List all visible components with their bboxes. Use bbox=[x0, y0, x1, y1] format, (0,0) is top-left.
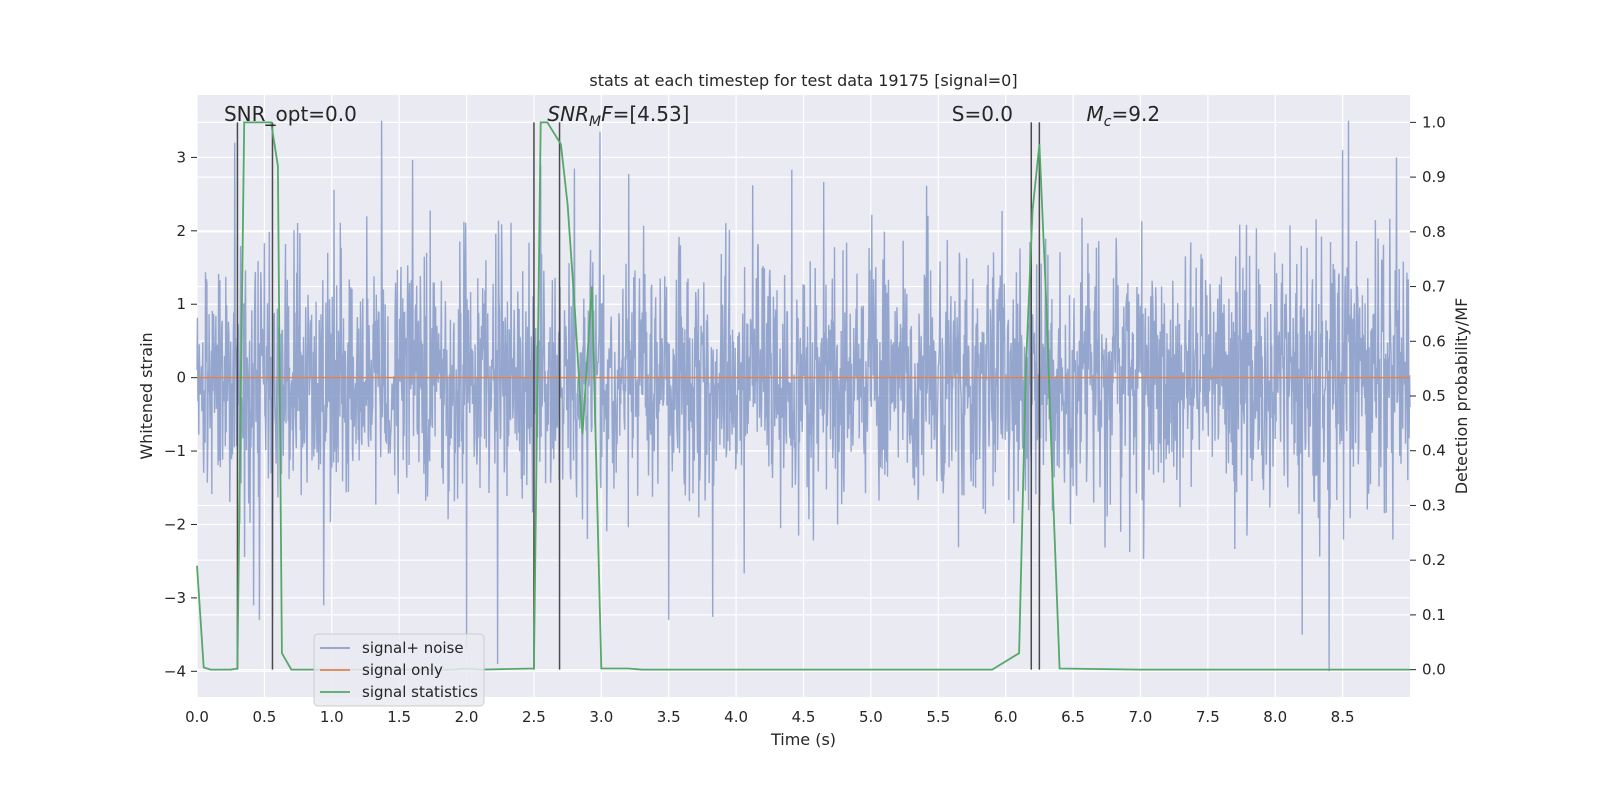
y2-tick-label: 0.9 bbox=[1422, 168, 1446, 186]
y-tick-label: −4 bbox=[164, 662, 186, 680]
x-tick-label: 8.5 bbox=[1331, 708, 1355, 726]
x-tick-label: 1.0 bbox=[320, 708, 344, 726]
legend: signal+ noise signal only signal statistic… bbox=[313, 633, 485, 707]
annotations: SNR_opt=0.0 SNRMF=[4.53] S=0.0 Mc=9.2 bbox=[224, 102, 1160, 130]
y-axis-label: Whitened strain bbox=[137, 332, 156, 459]
y2-tick-label: 0.7 bbox=[1422, 278, 1446, 296]
x-tick-label: 0.0 bbox=[185, 708, 209, 726]
y-tick-label: 2 bbox=[176, 222, 186, 240]
y2-tick-label: 0.3 bbox=[1422, 496, 1446, 514]
x-tick-label: 3.5 bbox=[657, 708, 681, 726]
x-tick-label: 1.5 bbox=[387, 708, 411, 726]
y-tick-label: −2 bbox=[164, 515, 186, 533]
signal-noise-series bbox=[196, 120, 1411, 672]
x-tick-label: 2.5 bbox=[522, 708, 546, 726]
x-tick-label: 6.5 bbox=[1061, 708, 1085, 726]
y-axis-ticks: −4 −3 −2 −1 0 1 2 3 bbox=[164, 148, 197, 680]
x-tick-label: 2.0 bbox=[455, 708, 479, 726]
signal-statistics-line bbox=[196, 121, 1410, 671]
y2-axis-ticks: 0.0 0.1 0.2 0.3 0.4 0.5 0.6 0.7 0.8 0.9 1.0 bbox=[1410, 113, 1446, 679]
y2-tick-label: 0.6 bbox=[1422, 332, 1446, 350]
y2-tick-label: 0.1 bbox=[1422, 606, 1446, 624]
y2-tick-label: 0.2 bbox=[1422, 551, 1446, 569]
annotation-text: S=0.0 bbox=[952, 102, 1013, 126]
x-tick-label: 5.5 bbox=[926, 708, 950, 726]
y-tick-label: 1 bbox=[176, 295, 186, 313]
x-axis-label: Time (s) bbox=[770, 730, 836, 749]
annotation-text: Mc=9.2 bbox=[1087, 102, 1161, 130]
legend-box bbox=[313, 633, 485, 707]
legend-label: signal+ noise bbox=[362, 639, 464, 657]
y2-tick-label: 1.0 bbox=[1422, 113, 1446, 131]
y-tick-label: 0 bbox=[176, 369, 186, 387]
x-tick-label: 8.0 bbox=[1263, 708, 1287, 726]
x-tick-label: 4.0 bbox=[724, 708, 748, 726]
grid-lines bbox=[196, 95, 1410, 697]
x-tick-label: 3.0 bbox=[589, 708, 613, 726]
signal-statistics-series bbox=[196, 121, 1410, 671]
y-tick-label: −1 bbox=[164, 442, 186, 460]
x-tick-label: 7.5 bbox=[1196, 708, 1220, 726]
y2-tick-label: 0.0 bbox=[1422, 661, 1446, 679]
x-axis-ticks: 0.0 0.5 1.0 1.5 2.0 2.5 3.0 3.5 4.0 4.5 5.0 5.5 6.0 6… bbox=[185, 708, 1354, 726]
x-tick-label: 7.0 bbox=[1129, 708, 1153, 726]
x-tick-label: 6.0 bbox=[994, 708, 1018, 726]
x-tick-label: 4.5 bbox=[792, 708, 816, 726]
legend-label: signal only bbox=[362, 661, 443, 679]
annotation-text: SNR_opt=0.0 bbox=[224, 102, 357, 126]
y2-tick-label: 0.4 bbox=[1422, 442, 1446, 460]
y2-tick-label: 0.8 bbox=[1422, 223, 1446, 241]
legend-label: signal statistics bbox=[362, 683, 478, 701]
y-tick-label: −3 bbox=[164, 589, 186, 607]
y-tick-label: 3 bbox=[176, 148, 186, 166]
x-tick-label: 5.0 bbox=[859, 708, 883, 726]
y2-tick-label: 0.5 bbox=[1422, 387, 1446, 405]
x-tick-label: 0.5 bbox=[252, 708, 276, 726]
chart-title: stats at each timestep for test data 191… bbox=[589, 71, 1017, 90]
signal-noise-line bbox=[196, 120, 1411, 672]
y2-axis-label: Detection probability/MF bbox=[1452, 298, 1471, 495]
marker-lines bbox=[236, 122, 1041, 670]
annotation-text: SNRMF=[4.53] bbox=[547, 102, 689, 130]
